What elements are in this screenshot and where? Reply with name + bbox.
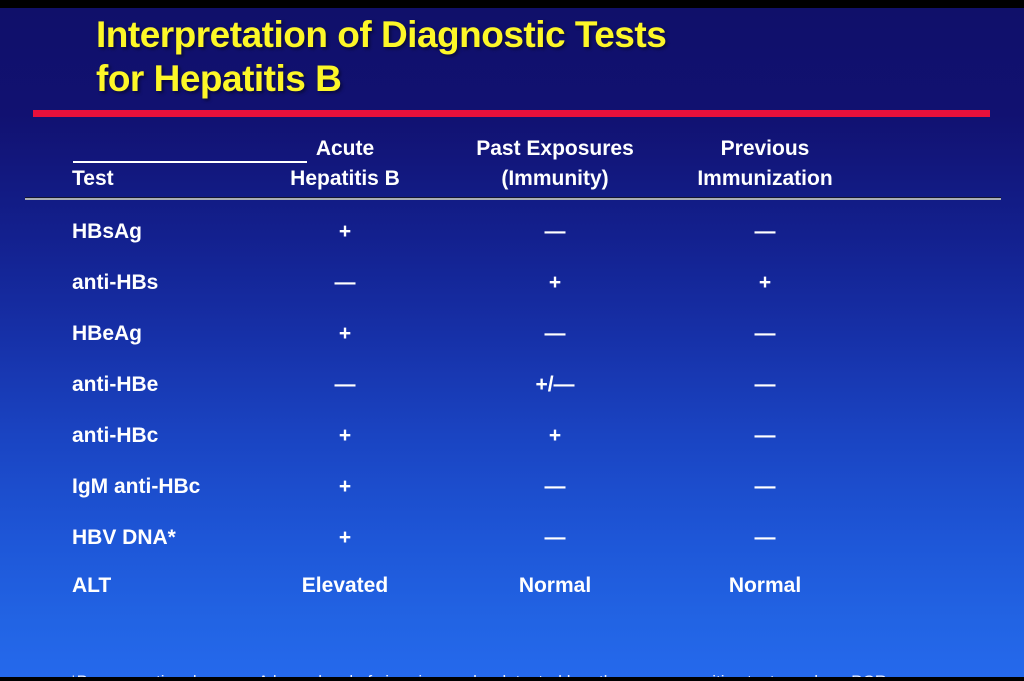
header-divider-rule [25,197,1001,200]
row-label: anti-HBs [72,270,159,294]
value-acute: + [338,474,352,498]
value-previous-immunization: — [754,372,776,396]
red-accent-rule [33,110,990,117]
value-acute: + [338,321,352,345]
row-label: HBeAg [72,321,143,345]
value-past-exposures: — [544,321,566,345]
value-acute: + [338,423,352,447]
table-row-anti-hbe: anti-HBe — +/— — [60,359,850,410]
footnote: *By conventional assay. A lower level of… [70,614,892,681]
value-past-exposures: — [544,525,566,549]
table-row-hbeag: HBeAg + — — [60,308,850,359]
title-line-1: Interpretation of Diagnostic Tests [96,14,667,55]
page-title: Interpretation of Diagnostic Tests for H… [96,13,667,101]
header-acute-line-2: Hepatitis B [290,167,400,190]
header-acute-line-1: Acute [315,137,375,160]
footnote-line-1: *By conventional assay. A lower level of… [70,668,892,681]
value-acute: Elevated [301,574,389,597]
value-acute: + [338,219,352,243]
table-row-hbv-dna: HBV DNA* + — — [60,512,850,563]
value-acute: — [334,270,356,294]
row-label: anti-HBe [72,372,159,396]
value-past-exposures: — [544,474,566,498]
bottom-letterbox-bar [0,677,1024,681]
header-underscore-rule [73,161,307,163]
value-past-exposures: Normal [518,574,592,597]
value-past-exposures: + [548,270,562,294]
header-acute-hepatitis-b: Acute Hepatitis B [260,134,430,194]
value-previous-immunization: — [754,321,776,345]
title-line-2: for Hepatitis B [96,58,342,99]
header-previous-line-1: Previous [720,137,810,160]
value-previous-immunization: — [754,219,776,243]
results-table: HBsAg + — — anti-HBs — + + HBeAg + — — a… [60,206,850,609]
top-letterbox-bar [0,0,1024,8]
header-test-label: Test [72,167,114,190]
value-previous-immunization: — [754,423,776,447]
value-previous-immunization: Normal [728,574,802,597]
header-past-line-2: (Immunity) [501,167,609,190]
row-label: ALT [72,574,112,597]
row-label: HBsAg [72,219,143,243]
header-past-exposures: Past Exposures (Immunity) [430,134,680,194]
header-past-line-1: Past Exposures [476,137,634,160]
header-test: Test [60,134,260,194]
value-past-exposures: + [548,423,562,447]
header-previous-immunization: Previous Immunization [680,134,850,194]
table-header: Test Acute Hepatitis B Past Exposures (I… [60,134,850,194]
table-row-igm-anti-hbc: IgM anti-HBc + — — [60,461,850,512]
row-label: HBV DNA* [72,525,176,549]
row-label: anti-HBc [72,423,159,447]
header-test-spacer [72,134,260,164]
table-row-anti-hbs: anti-HBs — + + [60,257,850,308]
slide-background: Interpretation of Diagnostic Tests for H… [0,8,1024,681]
value-past-exposures: +/— [535,372,575,396]
value-previous-immunization: — [754,474,776,498]
row-label: IgM anti-HBc [72,474,201,498]
header-previous-line-2: Immunization [697,167,833,190]
value-previous-immunization: — [754,525,776,549]
value-previous-immunization: + [758,270,772,294]
table-row-alt: ALT Elevated Normal Normal [60,563,850,609]
table-row-anti-hbc: anti-HBc + + — [60,410,850,461]
value-acute: + [338,525,352,549]
value-past-exposures: — [544,219,566,243]
table-row-hbsag: HBsAg + — — [60,206,850,257]
value-acute: — [334,372,356,396]
